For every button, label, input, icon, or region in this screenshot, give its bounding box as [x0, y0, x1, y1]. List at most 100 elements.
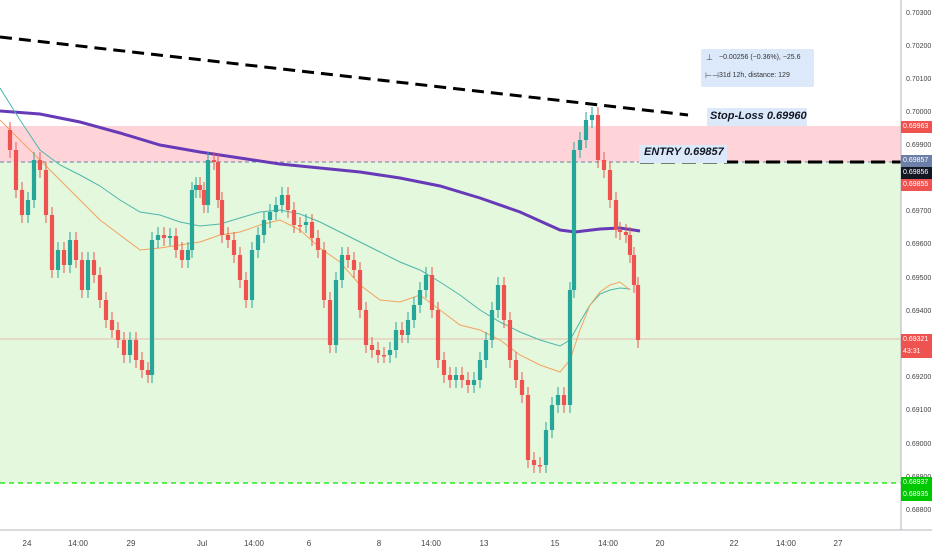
candle-body — [537, 465, 543, 467]
candle-body — [351, 260, 357, 270]
candle-body — [315, 238, 321, 250]
price-tick: 0.68800 — [906, 507, 932, 514]
candle-body — [601, 160, 607, 170]
candle-body — [285, 195, 291, 210]
candle-body — [543, 430, 549, 465]
candle-body — [339, 255, 345, 280]
loss-zone — [0, 126, 901, 162]
price-tick: 0.70000 — [906, 109, 932, 116]
candle-body — [471, 380, 477, 385]
measure-box — [701, 49, 814, 87]
candle-body — [267, 212, 273, 220]
candle-body — [453, 375, 459, 380]
time-tick: 14:00 — [420, 539, 442, 548]
candle-body — [607, 170, 613, 200]
price-tick: 0.69700 — [906, 208, 932, 215]
candle-body — [73, 240, 79, 260]
candle-body — [225, 235, 231, 240]
candle-body — [193, 185, 199, 190]
price-tick: 0.69600 — [906, 241, 932, 248]
candle-body — [279, 195, 285, 205]
candle-body — [109, 320, 115, 330]
candle-body — [261, 220, 267, 235]
candle-body — [495, 285, 501, 310]
time-axis-bg — [0, 530, 932, 550]
price-tick: 0.70100 — [906, 76, 932, 83]
price-tick: 0.69900 — [906, 142, 932, 149]
candle-body — [25, 200, 31, 215]
time-tick: 14:00 — [775, 539, 797, 548]
candle-body — [567, 290, 573, 405]
candle-body — [215, 162, 221, 200]
stop-tag-b: 0.68935 — [901, 489, 932, 501]
entry-tag-a: 0.69857 — [901, 155, 932, 167]
candle-body — [201, 190, 207, 205]
candle-body — [273, 205, 279, 212]
candle-body — [465, 380, 471, 385]
candle-body — [627, 235, 633, 255]
candle-body — [613, 200, 619, 230]
candle-body — [571, 150, 577, 290]
candle-body — [429, 275, 435, 310]
candle-body — [411, 305, 417, 320]
candle-body — [399, 330, 405, 335]
entry-annotation[interactable]: ENTRY 0.69857 — [644, 146, 724, 158]
candle-body — [501, 285, 507, 320]
candle-body — [393, 330, 399, 350]
candle-body — [205, 160, 211, 205]
candle-body — [67, 240, 73, 265]
profit-zone — [0, 162, 901, 483]
time-tick: Jul — [196, 539, 208, 548]
candle-body — [197, 185, 203, 190]
measure-duration: 31d 12h, distance: 129 — [719, 72, 790, 79]
measure-range-icon: ⊥ — [706, 53, 713, 62]
candle-body — [85, 260, 91, 290]
candle-body — [589, 115, 595, 120]
time-tick: 20 — [655, 539, 665, 548]
candle-body — [97, 275, 103, 300]
candle-body — [115, 330, 121, 340]
candle-body — [309, 222, 315, 238]
time-tick: 22 — [729, 539, 739, 548]
candle-body — [155, 235, 161, 240]
price-tick: 0.69100 — [906, 407, 932, 414]
trendline — [0, 35, 689, 117]
candles — [7, 107, 641, 473]
candle-body — [357, 270, 363, 310]
candle-body — [617, 230, 623, 232]
candle-body — [19, 190, 25, 215]
candle-body — [189, 190, 195, 250]
time-tick: 14:00 — [597, 539, 619, 548]
candle-body — [345, 255, 351, 260]
candle-body — [577, 140, 583, 150]
candle-body — [405, 320, 411, 335]
time-tick: 29 — [126, 539, 136, 548]
candle-body — [291, 210, 297, 225]
candle-body — [477, 360, 483, 380]
candle-body — [549, 405, 555, 430]
candle-body — [489, 310, 495, 340]
current-price-tag: 0.69321 — [901, 334, 932, 346]
price-tick: 0.70300 — [906, 10, 932, 17]
entry-tag-c: 0.69855 — [901, 179, 932, 191]
candle-body — [635, 285, 641, 340]
stop-tag-a: 0.68937 — [901, 477, 932, 489]
candle-body — [149, 240, 155, 375]
stop-loss-annotation[interactable]: Stop-Loss 0.69960 — [710, 110, 807, 122]
candle-body — [13, 150, 19, 190]
time-tick: 27 — [833, 539, 843, 548]
time-tick: 24 — [22, 539, 32, 548]
candle-body — [179, 250, 185, 260]
candle-body — [417, 290, 423, 305]
time-tick: 6 — [306, 539, 312, 548]
candle-body — [381, 355, 387, 357]
candle-body — [103, 300, 109, 320]
price-tick: 0.69500 — [906, 275, 932, 282]
candle-body — [483, 340, 489, 360]
entry-tag-b: 0.69856 — [901, 167, 932, 179]
candle-body — [49, 215, 55, 270]
candle-body — [369, 345, 375, 350]
candle-body — [127, 340, 133, 355]
candle-body — [623, 232, 629, 235]
